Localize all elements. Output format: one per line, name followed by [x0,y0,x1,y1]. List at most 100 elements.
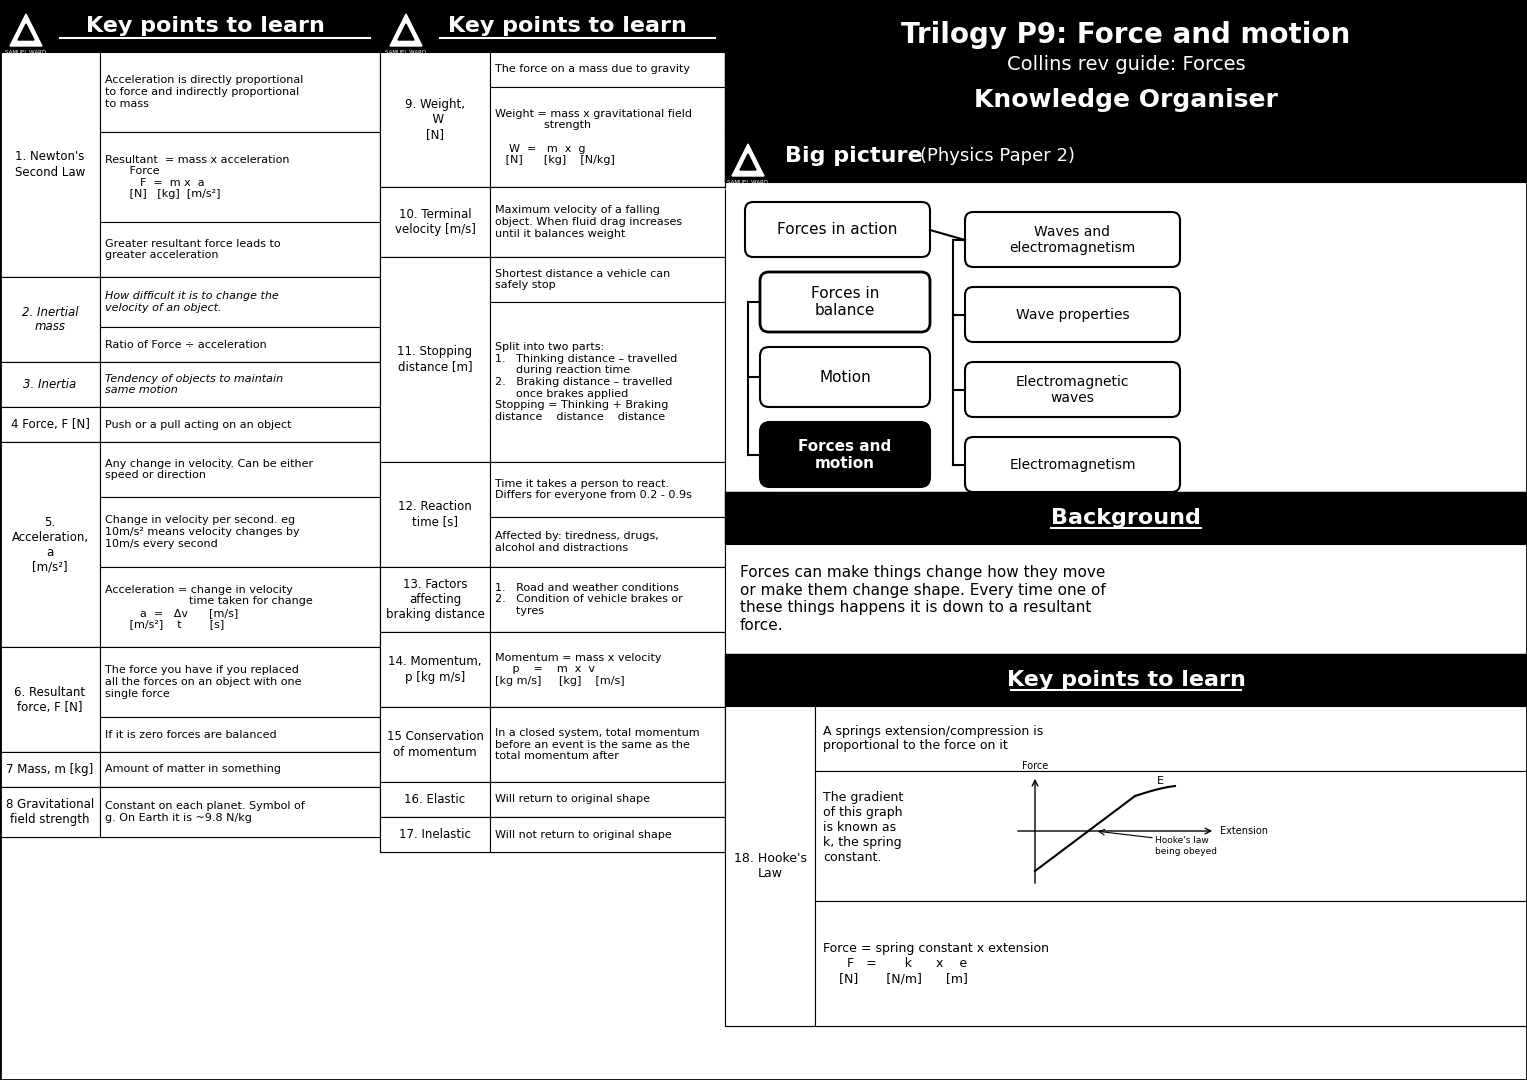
Text: Electromagnetism: Electromagnetism [1009,458,1136,472]
Text: Affected by: tiredness, drugs,
alcohol and distractions: Affected by: tiredness, drugs, alcohol a… [495,531,658,553]
Text: 6. Resultant
force, F [N]: 6. Resultant force, F [N] [14,686,86,714]
Text: Forces and
motion: Forces and motion [799,438,892,471]
FancyBboxPatch shape [99,362,380,407]
Text: Extension: Extension [1220,826,1267,836]
Text: Trilogy P9: Force and motion: Trilogy P9: Force and motion [901,21,1350,49]
FancyBboxPatch shape [99,567,380,647]
Text: Amount of matter in something: Amount of matter in something [105,765,281,774]
FancyBboxPatch shape [760,347,930,407]
Polygon shape [11,14,43,46]
Text: Acceleration is directly proportional
to force and indirectly proportional
to ma: Acceleration is directly proportional to… [105,76,304,109]
FancyBboxPatch shape [490,87,725,187]
FancyBboxPatch shape [0,752,99,787]
Text: Maximum velocity of a falling
object. When fluid drag increases
until it balance: Maximum velocity of a falling object. Wh… [495,205,683,239]
FancyBboxPatch shape [380,632,725,707]
Polygon shape [741,154,756,170]
FancyBboxPatch shape [725,706,815,1026]
FancyBboxPatch shape [99,222,380,276]
FancyBboxPatch shape [490,632,725,707]
FancyBboxPatch shape [380,257,725,462]
Text: 9. Weight,
  W
[N]: 9. Weight, W [N] [405,98,466,141]
FancyBboxPatch shape [0,787,380,837]
Text: (Physics Paper 2): (Physics Paper 2) [919,147,1075,165]
FancyBboxPatch shape [0,52,380,276]
FancyBboxPatch shape [380,462,490,567]
Text: Ratio of Force ÷ acceleration: Ratio of Force ÷ acceleration [105,339,267,350]
Text: Forces in
balance: Forces in balance [811,286,880,319]
FancyBboxPatch shape [99,787,380,837]
FancyBboxPatch shape [380,257,490,462]
FancyBboxPatch shape [490,567,725,632]
FancyBboxPatch shape [490,707,725,782]
Text: 13. Factors
affecting
braking distance: 13. Factors affecting braking distance [385,578,484,621]
Text: Greater resultant force leads to
greater acceleration: Greater resultant force leads to greater… [105,239,281,260]
FancyBboxPatch shape [99,752,380,787]
FancyBboxPatch shape [0,52,99,276]
Text: Acceleration = change in velocity
                        time taken for change
: Acceleration = change in velocity time t… [105,584,313,630]
FancyBboxPatch shape [0,442,380,647]
Text: Key points to learn: Key points to learn [447,16,687,36]
Text: Background: Background [1051,508,1200,528]
Text: SAMUEL WARD
ACADEMY TRUST: SAMUEL WARD ACADEMY TRUST [383,50,429,60]
FancyBboxPatch shape [380,567,725,632]
Text: Force = spring constant x extension
      F   =       k      x    e
    [N]     : Force = spring constant x extension F = … [823,942,1049,985]
FancyBboxPatch shape [380,707,490,782]
Text: Waves and
electromagnetism: Waves and electromagnetism [1009,225,1136,255]
Text: Forces can make things change how they move
or make them change shape. Every tim: Forces can make things change how they m… [741,566,1106,633]
FancyBboxPatch shape [965,362,1180,417]
Polygon shape [389,14,421,46]
Text: Knowledge Organiser: Knowledge Organiser [974,87,1278,112]
Text: Tendency of objects to maintain
same motion: Tendency of objects to maintain same mot… [105,374,282,395]
Text: Motion: Motion [818,369,870,384]
FancyBboxPatch shape [99,52,380,132]
Text: Hooke's law
being obeyed: Hooke's law being obeyed [1154,836,1217,855]
FancyBboxPatch shape [0,407,99,442]
Text: If it is zero forces are balanced: If it is zero forces are balanced [105,729,276,740]
Text: 15 Conservation
of momentum: 15 Conservation of momentum [386,730,484,758]
Text: 1.   Road and weather conditions
2.   Condition of vehicle brakes or
      tyres: 1. Road and weather conditions 2. Condit… [495,583,683,616]
Polygon shape [18,24,34,40]
FancyBboxPatch shape [380,707,725,782]
Text: SAMUEL WARD
ACADEMY TRUST: SAMUEL WARD ACADEMY TRUST [3,50,49,60]
Text: E: E [1156,777,1164,786]
FancyBboxPatch shape [99,276,380,327]
Text: Big picture: Big picture [785,146,930,166]
Text: Wave properties: Wave properties [1015,308,1130,322]
FancyBboxPatch shape [0,647,380,752]
FancyBboxPatch shape [380,782,725,816]
Text: 3. Inertia: 3. Inertia [23,378,76,391]
FancyBboxPatch shape [0,647,99,752]
FancyBboxPatch shape [490,257,725,302]
FancyBboxPatch shape [0,442,99,647]
Text: Will return to original shape: Will return to original shape [495,795,651,805]
Text: Key points to learn: Key points to learn [1006,670,1246,690]
FancyBboxPatch shape [725,0,1527,130]
Text: 2. Inertial
mass: 2. Inertial mass [21,306,78,334]
FancyBboxPatch shape [725,130,1527,183]
Text: 18. Hooke's
Law: 18. Hooke's Law [733,852,806,880]
FancyBboxPatch shape [380,187,490,257]
FancyBboxPatch shape [380,52,490,187]
Text: The gradient
of this graph
is known as
k, the spring
constant.: The gradient of this graph is known as k… [823,791,904,864]
FancyBboxPatch shape [760,422,930,487]
FancyBboxPatch shape [380,0,725,52]
Text: Split into two parts:
1.   Thinking distance – travelled
      during reaction t: Split into two parts: 1. Thinking distan… [495,342,678,422]
Text: Push or a pull acting on an object: Push or a pull acting on an object [105,419,292,430]
FancyBboxPatch shape [0,276,99,362]
Text: 14. Momentum,
p [kg m/s]: 14. Momentum, p [kg m/s] [388,656,481,684]
Text: Collins rev guide: Forces: Collins rev guide: Forces [1006,55,1246,75]
Text: 8 Gravitational
field strength: 8 Gravitational field strength [6,798,95,826]
Text: 5.
Acceleration,
a
[m/s²]: 5. Acceleration, a [m/s²] [11,515,89,573]
Text: Shortest distance a vehicle can
safely stop: Shortest distance a vehicle can safely s… [495,269,670,291]
FancyBboxPatch shape [380,567,490,632]
FancyBboxPatch shape [380,462,725,567]
FancyBboxPatch shape [490,782,725,816]
FancyBboxPatch shape [380,52,725,187]
Text: Will not return to original shape: Will not return to original shape [495,829,672,839]
FancyBboxPatch shape [99,327,380,362]
FancyBboxPatch shape [380,816,725,852]
FancyBboxPatch shape [99,442,380,497]
FancyBboxPatch shape [0,787,99,837]
Text: Forces in action: Forces in action [777,222,898,237]
FancyBboxPatch shape [380,187,725,257]
